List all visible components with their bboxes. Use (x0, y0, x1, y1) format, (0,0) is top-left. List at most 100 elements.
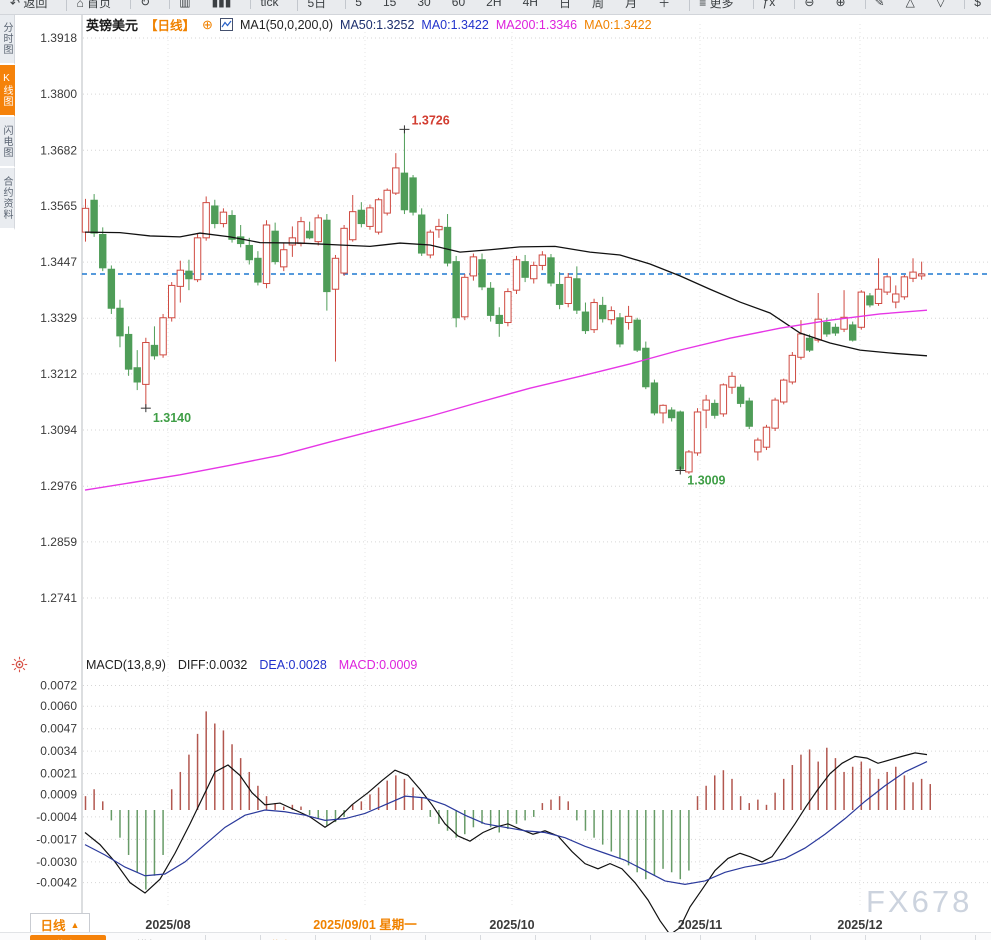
bottom-bar-divider (370, 935, 371, 940)
svg-text:1.3009: 1.3009 (687, 474, 725, 488)
svg-text:-0.0030: -0.0030 (36, 855, 77, 869)
svg-text:0.0021: 0.0021 (40, 767, 77, 781)
svg-text:1.3682: 1.3682 (40, 143, 77, 157)
bottom-bar-divider (865, 935, 866, 940)
bottom-tab-template[interactable]: 模板 (118, 935, 178, 940)
macd-title: MACD(13,8,9) (86, 658, 166, 672)
fx678-watermark: FX678 (866, 884, 972, 919)
bottom-bar-divider (315, 935, 316, 940)
interval-30m[interactable]: 30 (417, 0, 431, 9)
interval-5m[interactable]: 5 (345, 0, 364, 9)
bottom-bar-divider (920, 935, 921, 940)
bar-chart-type-button[interactable]: ▥ (169, 0, 192, 9)
interval-60m[interactable]: 60 (451, 0, 466, 9)
macd-macd-value: MACD:0.0009 (338, 658, 418, 672)
ma-settings-label: MA1(50,0,200,0) (239, 17, 334, 32)
triangle-down-icon[interactable]: ▽ (935, 0, 946, 9)
bottom-bar-divider (810, 935, 811, 940)
svg-text:1.3447: 1.3447 (40, 255, 77, 269)
svg-text:1.3918: 1.3918 (40, 31, 77, 45)
triangle-up-icon[interactable]: △ (905, 0, 915, 9)
svg-text:1.3212: 1.3212 (40, 367, 77, 381)
bottom-bar-divider (645, 935, 646, 940)
svg-text:2025/10: 2025/10 (489, 918, 534, 932)
back-button[interactable]: ↶ 返回 (10, 0, 48, 10)
macd-diff-value: DIFF:0.0032 (177, 658, 248, 672)
left-sidebar: 分时图 K线图 闪电图 合约资料 (0, 14, 15, 230)
period-label: 【日线】 (145, 19, 196, 33)
ma200-value: MA200:1.3346 (495, 17, 578, 32)
bottom-tab-settings[interactable]: 设置 (515, 935, 575, 940)
chevron-up-icon: ▲ (70, 919, 80, 930)
svg-text:1.2976: 1.2976 (40, 479, 77, 493)
svg-text:2025/11: 2025/11 (678, 918, 723, 932)
bottom-tab-indicator-2[interactable]: 指标 (250, 935, 316, 940)
tab-time-chart[interactable]: 分时图 (0, 14, 15, 65)
symbol-name: 英镑美元 (86, 18, 139, 33)
indicator-settings-sun-icon[interactable] (11, 656, 28, 678)
macd-dea-value: DEA:0.0028 (259, 658, 327, 672)
bottom-bar-divider (260, 935, 261, 940)
svg-text:-0.0017: -0.0017 (36, 832, 77, 846)
svg-text:1.2741: 1.2741 (40, 591, 77, 605)
svg-text:-0.0042: -0.0042 (36, 876, 77, 890)
svg-text:1.3094: 1.3094 (40, 423, 77, 437)
svg-text:0.0060: 0.0060 (40, 699, 77, 713)
bottom-bar-divider (755, 935, 756, 940)
bottom-tab-indicator[interactable]: 指标 (30, 935, 106, 940)
interval-add[interactable]: ＋ (658, 0, 671, 10)
bottom-bar-divider (425, 935, 426, 940)
svg-text:1.3726: 1.3726 (411, 113, 449, 127)
interval-2h[interactable]: 2H (486, 0, 502, 9)
svg-text:1.3140: 1.3140 (153, 411, 191, 425)
svg-text:1.3329: 1.3329 (40, 311, 77, 325)
candle-chart-type-button[interactable]: ▮▮▮ (211, 0, 232, 9)
bottom-bar-divider (590, 935, 591, 940)
macd-legend: MACD(13,8,9) DIFF:0.0032 DEA:0.0028 MACD… (86, 658, 417, 672)
tab-lightning-chart[interactable]: 闪电图 (0, 117, 15, 168)
svg-text:0.0072: 0.0072 (40, 678, 77, 692)
interval-tick[interactable]: tick (250, 0, 280, 9)
ma50-value: MA50:1.3252 (340, 17, 415, 32)
add-compare-icon[interactable]: ⊕ (202, 16, 213, 32)
svg-text:1.2859: 1.2859 (40, 535, 77, 549)
svg-text:1.3565: 1.3565 (40, 199, 77, 213)
chart-legend: 英镑美元 【日线】 ⊕ MA1(50,0,200,0) MA50:1.3252 … (86, 15, 652, 34)
bottom-bar-divider (975, 935, 976, 940)
interval-week[interactable]: 周 (592, 0, 605, 10)
zoom-out-icon[interactable]: ⊖ (794, 0, 816, 9)
more-menu-button[interactable]: ≡ 更多 (689, 0, 735, 11)
interval-4h[interactable]: 4H (522, 0, 538, 9)
svg-text:1.3800: 1.3800 (40, 87, 77, 101)
ma0-value-orange: MA0:1.3422 (584, 17, 652, 32)
home-button[interactable]: ⌂ 首页 (66, 0, 113, 11)
draw-pencil-icon[interactable]: ✎ (864, 0, 887, 9)
svg-text:0.0047: 0.0047 (40, 722, 77, 736)
svg-text:0.0034: 0.0034 (40, 744, 77, 758)
chart-type-icon[interactable] (219, 17, 233, 32)
svg-text:2025/08: 2025/08 (145, 918, 190, 932)
top-toolbar: ↶ 返回 ⌂ 首页 ↻ ▥ ▮▮▮ tick 5日 5 15 30 60 2H 4H 日 周 月 ＋ ≡ 更多 ƒx… (0, 0, 991, 15)
interval-5d[interactable]: 5日 (297, 0, 328, 11)
svg-text:2025/12: 2025/12 (837, 918, 882, 932)
interval-month[interactable]: 月 (625, 0, 638, 10)
indicator-fx-button[interactable]: ƒx (752, 0, 778, 9)
tab-contract-info[interactable]: 合约资料 (0, 168, 15, 230)
refresh-button[interactable]: ↻ (130, 0, 152, 9)
interval-day[interactable]: 日 (558, 0, 571, 10)
bottom-bar-divider (535, 935, 536, 940)
bottom-bar-divider (700, 935, 701, 940)
svg-text:-0.0004: -0.0004 (36, 810, 77, 824)
dollar-icon[interactable]: $ (964, 0, 983, 9)
bottom-bar-divider (480, 935, 481, 940)
bottom-bar-divider (205, 935, 206, 940)
svg-text:0.0009: 0.0009 (40, 787, 77, 801)
interval-15m[interactable]: 15 (382, 0, 397, 9)
zoom-in-icon[interactable]: ⊕ (835, 0, 846, 9)
period-selector-label: 日线 (40, 919, 66, 933)
svg-text:2025/09/01 星期一: 2025/09/01 星期一 (313, 917, 417, 932)
ma0-value-blue: MA0:1.3422 (421, 17, 489, 32)
tab-kline-chart[interactable]: K线图 (0, 65, 15, 117)
